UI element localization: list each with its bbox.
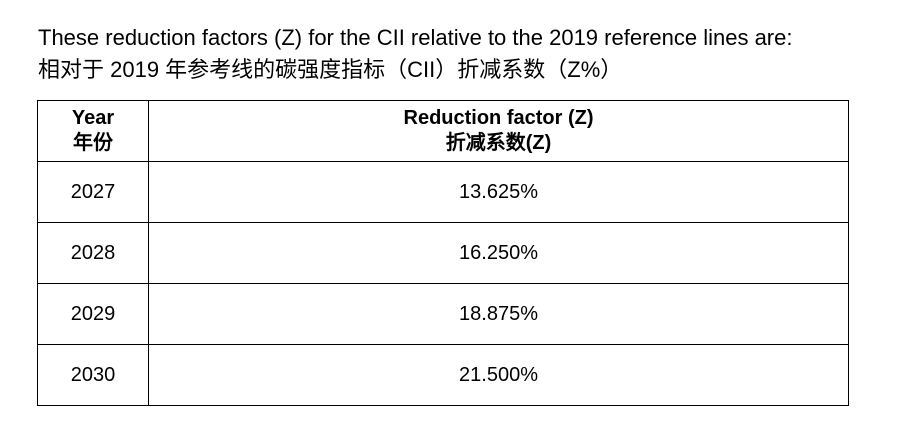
year-cell: 2029: [37, 283, 149, 345]
header-cell: Year 年份: [37, 100, 149, 162]
header-text: Year: [71, 107, 115, 129]
factor-cell: 21.500%: [148, 344, 849, 406]
table-body: 2027 13.625% 2028 16.250% 2029 18.875% 2030 21.…: [37, 161, 849, 406]
factor-cell: 16.250%: [148, 222, 849, 284]
year-cell: 2028: [37, 222, 149, 284]
table-row: 2028 16.250%: [37, 222, 849, 284]
header-text: 年份: [73, 132, 113, 154]
factor-cell: 18.875%: [148, 283, 849, 345]
year-cell: 2030: [37, 344, 149, 406]
intro-english: These reduction factors (Z) for the CII …: [38, 25, 793, 50]
table-row: 2030 21.500%: [37, 344, 849, 406]
intro-chinese: 相对于 2019 年参考线的碳强度指标（CII）折减系数（Z%）: [38, 57, 623, 82]
table-row: 2027 13.625%: [37, 161, 849, 223]
year-cell: 2027: [37, 161, 149, 223]
header-text: Reduction factor (Z): [403, 107, 594, 129]
factor-cell: 13.625%: [148, 161, 849, 223]
reduction-table: Year 年份 Reduction factor (Z) 折减系数(Z) 202…: [37, 100, 849, 406]
header-row: Year 年份 Reduction factor (Z) 折减系数(Z): [37, 100, 849, 162]
table-row: 2029 18.875%: [37, 283, 849, 345]
header-text: 折减系数(Z): [445, 132, 552, 154]
header-cell: Reduction factor (Z) 折减系数(Z): [148, 100, 849, 162]
